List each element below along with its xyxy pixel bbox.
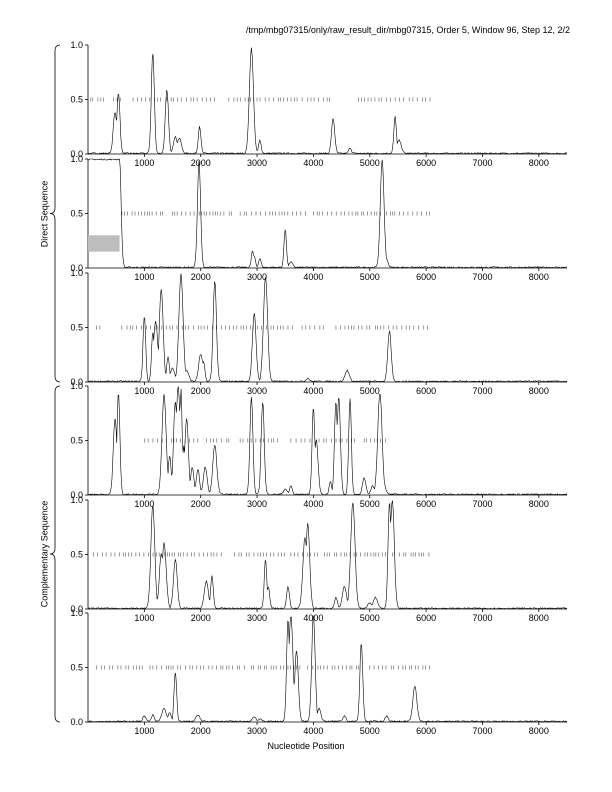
- y-tick-label: 0.5: [70, 323, 83, 333]
- x-tick-label: 8000: [529, 613, 549, 623]
- x-tick-label: 7000: [472, 272, 492, 282]
- x-tick-label: 4000: [303, 158, 323, 168]
- x-tick-label: 4000: [303, 386, 323, 396]
- direct-group-brace: [49, 44, 61, 383]
- complementary-group-brace: [49, 385, 61, 723]
- probability-curve: [87, 158, 568, 269]
- page-title: /tmp/mbg07315/only/raw_result_dir/mbg073…: [245, 25, 570, 35]
- x-tick-label: 5000: [360, 613, 380, 623]
- x-tick-label: 8000: [529, 272, 549, 282]
- x-tick-label: 2000: [191, 726, 211, 736]
- x-tick-label: 1000: [134, 613, 154, 623]
- x-tick-label: 7000: [472, 613, 492, 623]
- x-tick-label: 8000: [529, 726, 549, 736]
- x-tick-label: 7000: [472, 726, 492, 736]
- y-tick-label: 0.0: [70, 717, 83, 727]
- x-tick-label: 3000: [247, 158, 267, 168]
- x-tick-label: 6000: [416, 726, 436, 736]
- panel-direct-frame-3: 0.0 0.5 1.0 1000 2000 3000 4000 5000 6000 7000 800…: [70, 268, 568, 396]
- x-tick-label: 8000: [529, 499, 549, 509]
- y-tick-label: 1.0: [70, 40, 83, 50]
- x-tick-label: 6000: [416, 613, 436, 623]
- panel-complementary-frame-3: 0.0 0.5 1.0 1000 2000 3000 4000 5000 6000 7000 800…: [70, 608, 568, 736]
- x-tick-label: 3000: [247, 499, 267, 509]
- x-tick-label: 4000: [303, 272, 323, 282]
- x-tick-label: 2000: [191, 158, 211, 168]
- probability-curve: [87, 615, 568, 723]
- y-tick-label: 0.0: [70, 490, 83, 500]
- y-tick-label: 0.0: [70, 263, 83, 273]
- x-tick-label: 6000: [416, 386, 436, 396]
- probability-curve: [87, 500, 568, 610]
- x-tick-label: 3000: [247, 272, 267, 282]
- x-tick-label: 5000: [360, 272, 380, 282]
- y-tick-label: 0.0: [70, 377, 83, 387]
- y-tick-label: 1.0: [70, 495, 83, 505]
- x-tick-label: 1000: [134, 386, 154, 396]
- x-tick-label: 7000: [472, 158, 492, 168]
- highlight-region: [88, 235, 120, 252]
- x-tick-label: 3000: [247, 613, 267, 623]
- x-axis-label: Nucleotide Position: [267, 741, 345, 751]
- y-tick-label: 1.0: [70, 154, 83, 164]
- x-tick-label: 3000: [247, 386, 267, 396]
- probability-curve: [87, 273, 568, 383]
- x-tick-label: 5000: [360, 726, 380, 736]
- x-tick-label: 7000: [472, 499, 492, 509]
- x-tick-label: 7000: [472, 386, 492, 396]
- y-tick-label: 0.5: [70, 95, 83, 105]
- x-tick-label: 1000: [134, 272, 154, 282]
- x-tick-label: 2000: [191, 272, 211, 282]
- x-tick-label: 4000: [303, 499, 323, 509]
- y-tick-label: 0.5: [70, 550, 83, 560]
- x-tick-label: 2000: [191, 499, 211, 509]
- x-tick-label: 4000: [303, 613, 323, 623]
- x-tick-label: 3000: [247, 726, 267, 736]
- x-tick-label: 5000: [360, 386, 380, 396]
- x-tick-label: 8000: [529, 386, 549, 396]
- y-tick-label: 0.5: [70, 436, 83, 446]
- panel-complementary-frame-1: 0.0 0.5 1.0 1000 2000 3000 4000 5000 6000 7000 800…: [70, 381, 568, 509]
- y-tick-label: 0.0: [70, 149, 83, 159]
- x-tick-label: 5000: [360, 499, 380, 509]
- y-tick-label: 0.0: [70, 604, 83, 614]
- x-tick-label: 5000: [360, 158, 380, 168]
- x-tick-label: 1000: [134, 499, 154, 509]
- x-tick-label: 6000: [416, 272, 436, 282]
- panel-direct-frame-2: 0.0 0.5 1.0 1000 2000 3000 4000 5000 6000 7000 800…: [70, 154, 568, 282]
- complementary-sequence-label: Complementary Sequence: [38, 500, 49, 608]
- x-tick-label: 4000: [303, 726, 323, 736]
- y-tick-label: 1.0: [70, 381, 83, 391]
- probability-curve: [87, 386, 568, 496]
- y-tick-label: 0.5: [70, 663, 83, 673]
- probability-curve: [87, 47, 568, 155]
- y-tick-label: 1.0: [70, 268, 83, 278]
- y-tick-label: 0.5: [70, 209, 83, 219]
- y-tick-label: 1.0: [70, 608, 83, 618]
- x-tick-label: 1000: [134, 158, 154, 168]
- x-tick-label: 1000: [134, 726, 154, 736]
- x-tick-label: 6000: [416, 158, 436, 168]
- direct-sequence-label: Direct Sequence: [38, 180, 49, 248]
- x-tick-label: 8000: [529, 158, 549, 168]
- x-tick-label: 2000: [191, 613, 211, 623]
- x-tick-label: 6000: [416, 499, 436, 509]
- x-tick-label: 2000: [191, 386, 211, 396]
- panel-direct-frame-1: 0.0 0.5 1.0 1000 2000 3000 4000 5000 6000 7000 800…: [70, 40, 568, 168]
- panel-complementary-frame-2: 0.0 0.5 1.0 1000 2000 3000 4000 5000 6000 7000 800…: [70, 495, 568, 623]
